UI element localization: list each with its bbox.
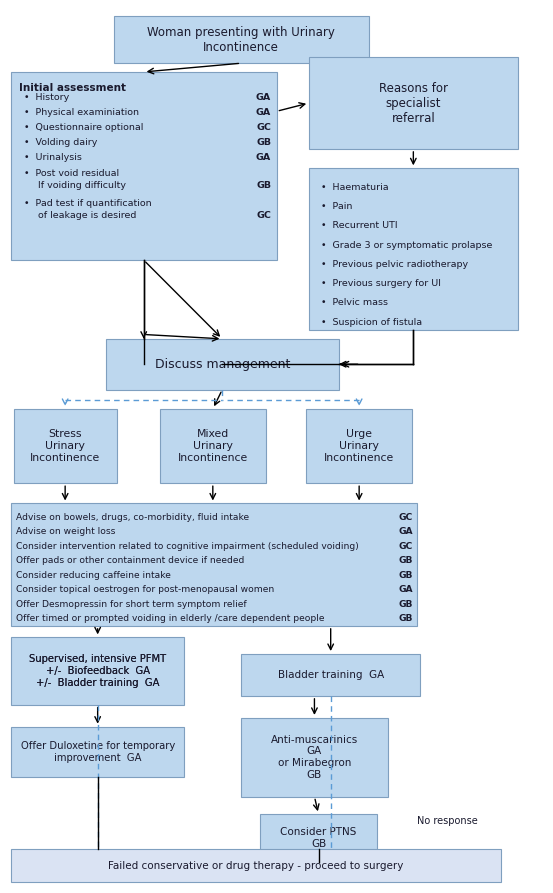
Text: Bladder training  GA: Bladder training GA: [278, 670, 384, 680]
Text: GC: GC: [256, 211, 271, 220]
Text: Consider PTNS
GB: Consider PTNS GB: [280, 827, 357, 849]
Text: GB: GB: [399, 614, 413, 623]
FancyBboxPatch shape: [114, 16, 369, 63]
Text: GB: GB: [399, 571, 413, 580]
Text: •  History: • History: [24, 93, 70, 102]
Text: •  Suspicion of fistula: • Suspicion of fistula: [321, 318, 422, 327]
Text: Anti-muscarinics
GA
or Mirabegron
GB: Anti-muscarinics GA or Mirabegron GB: [271, 735, 358, 780]
Text: Supervised, intensive PFMT
+/-  Biofeedback  GA
+/-  Bladder training  GA: Supervised, intensive PFMT +/- Biofeedba…: [29, 655, 166, 688]
Text: Offer Desmopressin for short term symptom relief: Offer Desmopressin for short term sympto…: [17, 599, 247, 608]
FancyBboxPatch shape: [14, 409, 117, 483]
FancyBboxPatch shape: [11, 849, 502, 882]
Text: Woman presenting with Urinary
Incontinence: Woman presenting with Urinary Incontinen…: [147, 26, 335, 54]
Text: Offer timed or prompted voiding in elderly /care dependent people: Offer timed or prompted voiding in elder…: [17, 614, 325, 623]
Text: GB: GB: [399, 599, 413, 608]
Text: Discuss management: Discuss management: [155, 358, 290, 371]
FancyBboxPatch shape: [11, 727, 184, 777]
FancyBboxPatch shape: [11, 638, 184, 705]
Text: •  Haematuria: • Haematuria: [321, 183, 389, 192]
Text: •  Pain: • Pain: [321, 202, 352, 212]
Text: •  Previous pelvic radiotherapy: • Previous pelvic radiotherapy: [321, 260, 468, 269]
FancyBboxPatch shape: [11, 504, 418, 626]
Text: Stress
Urinary
Incontinence: Stress Urinary Incontinence: [30, 430, 100, 463]
Text: GB: GB: [256, 181, 271, 190]
Text: If voiding difficulty: If voiding difficulty: [38, 181, 126, 190]
Text: •  Urinalysis: • Urinalysis: [24, 154, 82, 163]
Text: Consider topical oestrogen for post-menopausal women: Consider topical oestrogen for post-meno…: [17, 585, 275, 594]
FancyBboxPatch shape: [106, 338, 339, 389]
Text: •  Pelvic mass: • Pelvic mass: [321, 298, 388, 307]
Text: Reasons for
specialist
referral: Reasons for specialist referral: [379, 81, 448, 124]
Text: Supervised, intensive PFMT
+/-  Biofeedback  GA
+/-  Bladder training  GA: Supervised, intensive PFMT +/- Biofeedba…: [29, 655, 166, 688]
Text: •  Previous surgery for UI: • Previous surgery for UI: [321, 280, 441, 288]
Text: GA: GA: [256, 93, 271, 102]
FancyBboxPatch shape: [306, 409, 412, 483]
Text: •  Recurrent UTI: • Recurrent UTI: [321, 221, 398, 230]
Text: No response: No response: [418, 816, 478, 826]
Text: •  Questionnaire optional: • Questionnaire optional: [24, 123, 144, 132]
FancyBboxPatch shape: [241, 654, 420, 696]
Text: GA: GA: [399, 585, 413, 594]
Text: •  Grade 3 or symptomatic prolapse: • Grade 3 or symptomatic prolapse: [321, 241, 492, 250]
Text: Initial assessment: Initial assessment: [19, 83, 126, 93]
Text: Offer pads or other containment device if needed: Offer pads or other containment device i…: [17, 556, 245, 565]
Text: GA: GA: [256, 108, 271, 117]
Text: Consider intervention related to cognitive impairment (scheduled voiding): Consider intervention related to cogniti…: [17, 542, 359, 551]
FancyBboxPatch shape: [11, 72, 276, 260]
Text: Advise on weight loss: Advise on weight loss: [17, 528, 116, 537]
Text: Urge
Urinary
Incontinence: Urge Urinary Incontinence: [324, 430, 394, 463]
Text: •  Post void residual: • Post void residual: [24, 169, 119, 178]
Text: GB: GB: [399, 556, 413, 565]
Text: GC: GC: [399, 542, 413, 551]
Text: GA: GA: [399, 528, 413, 537]
FancyBboxPatch shape: [260, 814, 377, 863]
Text: Mixed
Urinary
Incontinence: Mixed Urinary Incontinence: [178, 430, 248, 463]
Text: Failed conservative or drug therapy - proceed to surgery: Failed conservative or drug therapy - pr…: [108, 861, 404, 871]
Text: •  Physical examiniation: • Physical examiniation: [24, 108, 139, 117]
FancyBboxPatch shape: [160, 409, 265, 483]
Text: GB: GB: [256, 138, 271, 147]
FancyBboxPatch shape: [309, 57, 518, 149]
Text: GC: GC: [256, 123, 271, 132]
Text: GA: GA: [256, 154, 271, 163]
Text: GC: GC: [399, 513, 413, 522]
Text: •  Volding dairy: • Volding dairy: [24, 138, 98, 147]
Text: Advise on bowels, drugs, co-morbidity, fluid intake: Advise on bowels, drugs, co-morbidity, f…: [17, 513, 249, 522]
Text: Consider reducing caffeine intake: Consider reducing caffeine intake: [17, 571, 171, 580]
FancyBboxPatch shape: [309, 168, 518, 330]
FancyBboxPatch shape: [241, 718, 388, 797]
Text: of leakage is desired: of leakage is desired: [38, 211, 137, 220]
Text: Offer Duloxetine for temporary
improvement  GA: Offer Duloxetine for temporary improveme…: [20, 741, 175, 763]
Text: •  Pad test if quantification: • Pad test if quantification: [24, 199, 152, 208]
